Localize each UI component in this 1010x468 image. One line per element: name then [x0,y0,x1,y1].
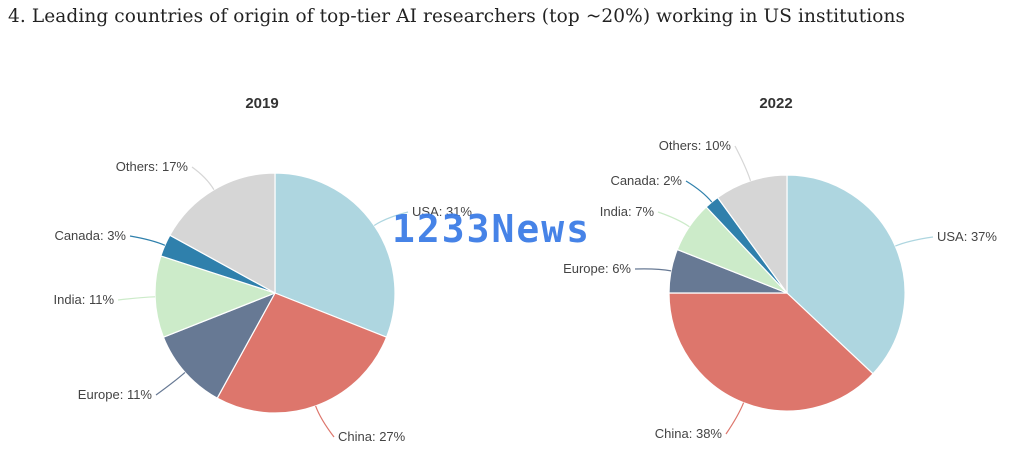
label-connector-usa [373,211,409,226]
slice-label-usa: USA: 37% [937,229,997,244]
slice-label-usa: USA: 31% [412,204,472,219]
pie-slice-china[interactable] [216,292,388,414]
label-connector-others [734,145,752,181]
slice-label-europe: Europe: 6% [563,261,631,276]
label-connector-india [117,296,156,301]
pie-chart-2022: 2022 USA: 37% China: 38% Europe: 6% India: 7… [563,95,997,441]
pie-title: 2019 [245,95,278,112]
pie-slice-usa[interactable] [786,174,906,375]
label-connector-canada [685,180,713,203]
slice-label-others: Others: 17% [116,159,189,174]
label-connector-china [725,402,745,435]
slice-label-others: Others: 10% [659,138,732,153]
pie-slice-others[interactable] [169,172,276,294]
pie-slice-others[interactable] [717,174,788,294]
label-connector-india [657,211,690,228]
watermark-logo: 1233News [392,207,592,251]
slice-label-europe: Europe: 11% [78,387,153,402]
label-connector-others [191,166,215,191]
slice-label-china: China: 38% [655,426,723,441]
label-connector-china [315,405,335,438]
slice-label-india: India: 7% [600,204,655,219]
label-connector-europe [155,371,186,396]
label-connector-europe [634,268,672,272]
pie-slice-europe[interactable] [162,292,276,399]
pie-chart-2019: 2019 USA: 31% China: 27% Europe: 11% India: … [54,95,473,444]
slice-label-india: India: 11% [54,292,115,307]
slice-label-canada: Canada: 3% [54,228,126,243]
label-connector-usa [895,236,934,247]
label-connector-canada [129,235,166,246]
pie-title: 2022 [759,95,792,112]
page-title: 4. Leading countries of origin of top-ti… [8,6,906,27]
slice-label-canada: Canada: 2% [610,173,682,188]
slice-label-china: China: 27% [338,429,406,444]
